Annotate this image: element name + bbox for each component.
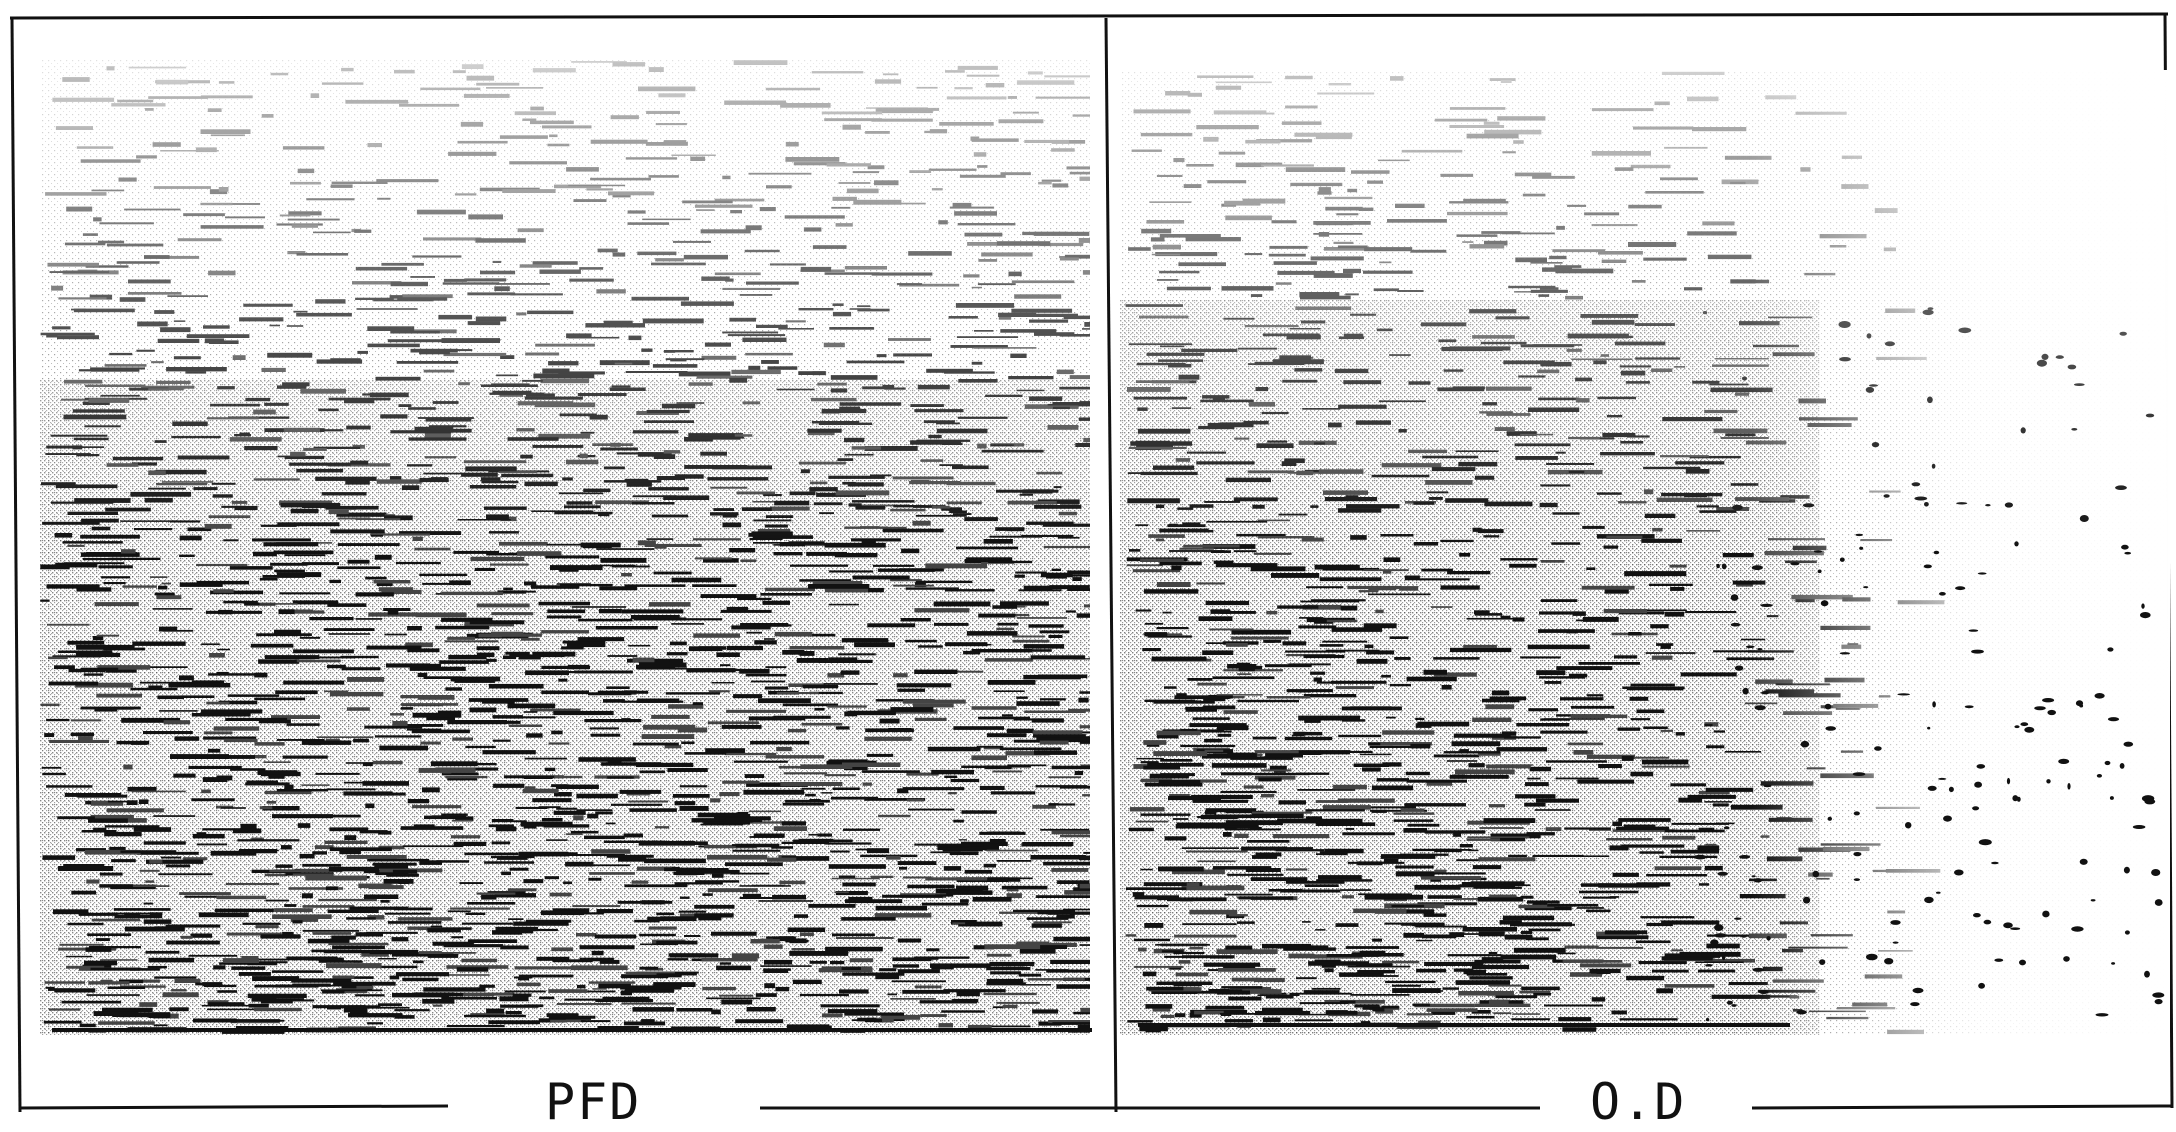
frame-bottom-right — [1751, 1104, 2173, 1110]
panel-pfd-top-fade — [40, 60, 1090, 1035]
panel-label-od: O.D — [1570, 1072, 1707, 1132]
panel-pfd — [40, 60, 1090, 1035]
panel-od — [1120, 70, 2170, 1035]
frame-divider — [1104, 17, 1118, 1113]
panel-od-top-fade — [1120, 70, 2170, 1035]
frame-left — [10, 17, 22, 1113]
frame-bottom-left-a — [19, 1104, 449, 1110]
panel-label-pfd: PFD — [525, 1072, 662, 1132]
frame-top — [9, 12, 2169, 20]
